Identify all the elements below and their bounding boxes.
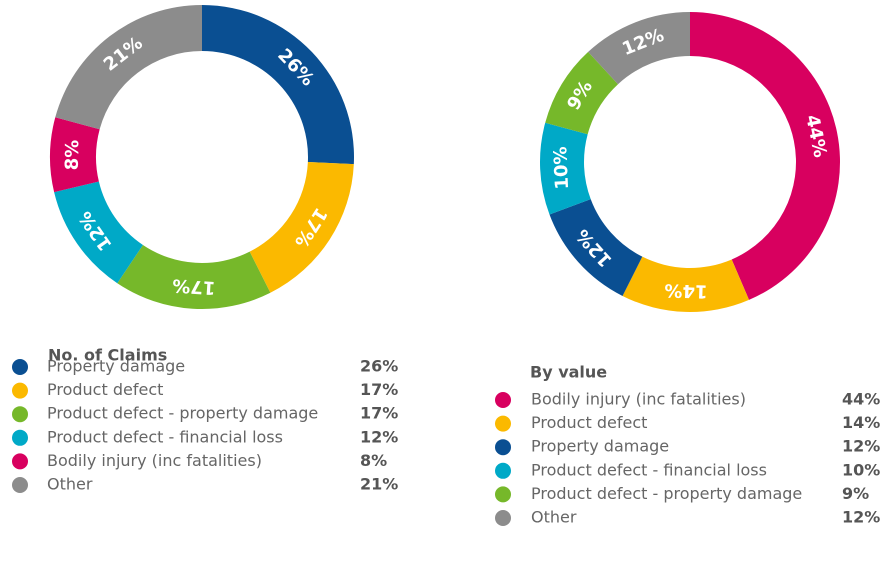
segment-label: 10% <box>550 146 573 190</box>
legend-dot <box>495 439 511 456</box>
legend-dot <box>12 477 28 493</box>
donut-segment <box>202 5 355 165</box>
legend-dot <box>12 453 28 470</box>
legend-value: 14% <box>842 413 880 432</box>
legend-value: 44% <box>842 390 880 409</box>
legend-title: By value <box>530 363 607 382</box>
legend-label: Bodily injury (inc fatalities) <box>47 451 262 470</box>
legend-label: Other <box>531 508 577 527</box>
legend-value: 10% <box>842 460 880 479</box>
legend-dot <box>12 359 28 375</box>
legend-value: 9% <box>842 484 869 503</box>
donut-segment <box>55 5 203 130</box>
donut-segment <box>545 51 619 135</box>
legend-value: 21% <box>360 475 398 494</box>
legend-label: Other <box>47 475 93 494</box>
donut-segment <box>540 122 591 215</box>
legend-dot <box>495 510 511 526</box>
legend-value: 17% <box>360 404 398 423</box>
segment-label: 8% <box>62 140 83 171</box>
legend-label: Property damage <box>531 437 669 456</box>
legend-label: Product defect - property damage <box>531 484 802 503</box>
legend-dot <box>495 486 511 503</box>
legend-value: 12% <box>842 508 880 527</box>
donut-segment <box>49 117 100 193</box>
legend-value: 12% <box>842 437 880 456</box>
legend-label: Product defect - financial loss <box>47 427 283 446</box>
donut-segment <box>249 161 354 293</box>
donut-segment <box>549 199 643 296</box>
legend-value: 26% <box>360 357 398 376</box>
segment-label: 14% <box>664 279 708 301</box>
legend-label: Product defect - property damage <box>47 404 318 423</box>
donut-segment <box>117 245 271 309</box>
legend-label: Product defect <box>531 413 647 432</box>
donut-segment <box>690 12 840 300</box>
legend-title: No. of Claims <box>48 346 167 365</box>
legend-label: Bodily injury (inc fatalities) <box>531 390 746 409</box>
legend-value: 17% <box>360 380 398 399</box>
donut-segment <box>588 12 690 85</box>
legend-dot <box>495 392 511 408</box>
legend-dot <box>12 406 28 423</box>
legend-value: 8% <box>360 451 387 470</box>
legend-dot <box>495 462 511 479</box>
legend-dot <box>12 429 28 446</box>
segment-label: 17% <box>172 274 216 298</box>
legend-dot <box>495 415 511 432</box>
legend-dot <box>12 382 28 399</box>
legend-value: 12% <box>360 427 398 446</box>
legend-label: Property damage <box>47 357 185 376</box>
legend-label: Product defect <box>47 380 163 399</box>
donut-segment <box>622 256 750 312</box>
donut-segment <box>54 181 143 284</box>
legend-label: Product defect - financial loss <box>531 460 767 479</box>
